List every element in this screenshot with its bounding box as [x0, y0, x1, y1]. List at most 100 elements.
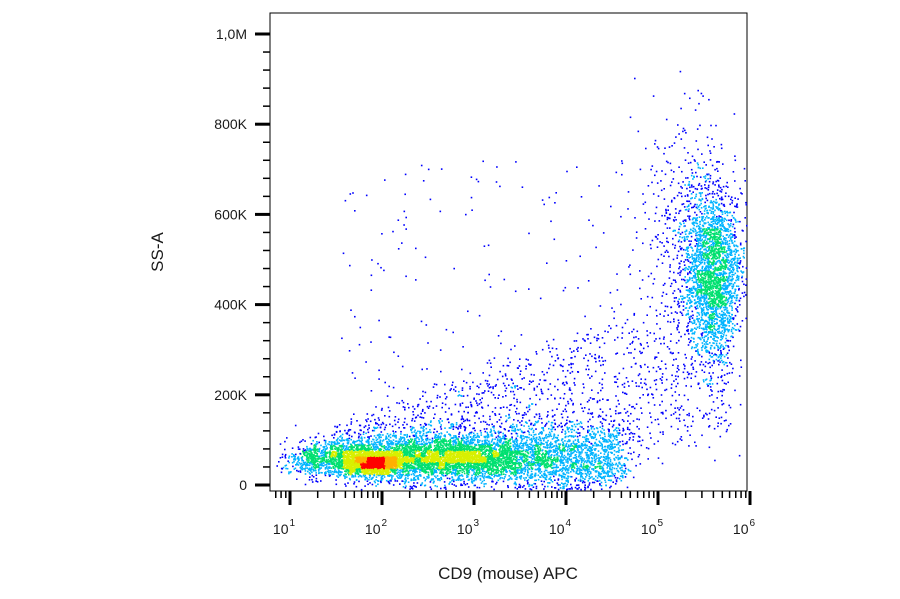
event-point — [536, 461, 539, 464]
event-point — [321, 458, 324, 461]
event-point — [510, 461, 512, 464]
event-point — [380, 478, 383, 480]
event-point — [309, 450, 312, 452]
event-point — [355, 440, 357, 443]
event-point — [311, 466, 313, 468]
event-point — [494, 452, 496, 455]
event-point — [565, 477, 568, 480]
event-point — [608, 475, 611, 478]
event-point — [501, 437, 504, 440]
event-point — [415, 437, 417, 440]
event-point — [577, 462, 580, 464]
event-point — [409, 469, 411, 472]
event-point — [576, 468, 579, 471]
event-point — [475, 477, 478, 480]
event-point — [342, 445, 345, 448]
event-point — [294, 424, 297, 427]
event-point — [318, 472, 320, 474]
event-point — [354, 443, 356, 446]
event-point — [561, 431, 563, 433]
event-point — [334, 442, 336, 444]
event-point — [600, 452, 602, 454]
event-point — [519, 476, 521, 479]
event-point — [559, 456, 562, 458]
event-point — [547, 456, 549, 459]
event-point — [608, 440, 611, 442]
event-point — [492, 470, 495, 473]
event-point — [528, 468, 531, 471]
event-point — [572, 435, 574, 437]
event-point — [394, 447, 396, 449]
event-point — [509, 477, 511, 480]
event-point — [587, 440, 590, 443]
event-point — [515, 425, 518, 428]
event-point — [340, 440, 342, 442]
event-point — [304, 440, 306, 442]
event-point — [314, 450, 317, 453]
event-point — [553, 475, 555, 478]
event-point — [427, 449, 430, 451]
event-point — [350, 452, 353, 455]
event-point — [533, 446, 536, 449]
event-point — [601, 477, 604, 479]
event-point — [453, 484, 456, 486]
event-point — [587, 438, 590, 440]
event-point — [457, 472, 460, 475]
event-point — [479, 452, 481, 455]
event-point — [427, 431, 430, 433]
event-point — [542, 426, 545, 429]
event-point — [506, 450, 509, 452]
event-point — [579, 451, 581, 453]
event-point — [455, 485, 457, 487]
event-point — [395, 445, 398, 447]
event-point — [604, 419, 607, 421]
event-point — [522, 443, 524, 445]
event-point — [550, 449, 552, 452]
event-point — [323, 459, 325, 461]
event-point — [468, 471, 471, 474]
event-point — [615, 479, 618, 481]
event-point — [588, 470, 591, 473]
event-point — [563, 483, 566, 485]
event-point — [454, 469, 457, 472]
event-point — [531, 458, 534, 460]
event-point — [427, 453, 429, 455]
event-point — [528, 436, 530, 439]
event-point — [621, 474, 624, 477]
event-point — [614, 483, 617, 485]
event-point — [537, 441, 540, 444]
event-point — [526, 480, 529, 482]
event-point — [576, 447, 579, 450]
event-point — [603, 437, 605, 440]
event-point — [313, 445, 315, 447]
event-point — [334, 446, 337, 448]
event-point — [610, 441, 613, 444]
event-point — [492, 467, 494, 470]
event-point — [599, 457, 601, 459]
event-point — [416, 449, 418, 451]
event-point — [547, 465, 550, 468]
event-point — [588, 475, 591, 478]
event-point — [532, 429, 535, 432]
event-point — [408, 474, 410, 476]
event-point — [578, 451, 580, 453]
event-point — [545, 467, 547, 469]
event-point — [544, 455, 547, 458]
event-point — [524, 454, 526, 457]
event-point — [327, 468, 329, 470]
event-point — [613, 437, 616, 440]
event-point — [554, 487, 556, 489]
event-point — [340, 465, 342, 467]
event-point — [366, 478, 368, 480]
event-point — [526, 473, 529, 476]
event-point — [583, 458, 585, 460]
event-point — [388, 449, 390, 451]
event-point — [316, 452, 319, 455]
event-point — [609, 436, 611, 438]
event-point — [512, 423, 514, 426]
event-point — [433, 431, 435, 434]
event-point — [564, 436, 567, 438]
event-point — [533, 482, 535, 485]
event-point — [370, 440, 373, 443]
event-point — [417, 448, 420, 451]
